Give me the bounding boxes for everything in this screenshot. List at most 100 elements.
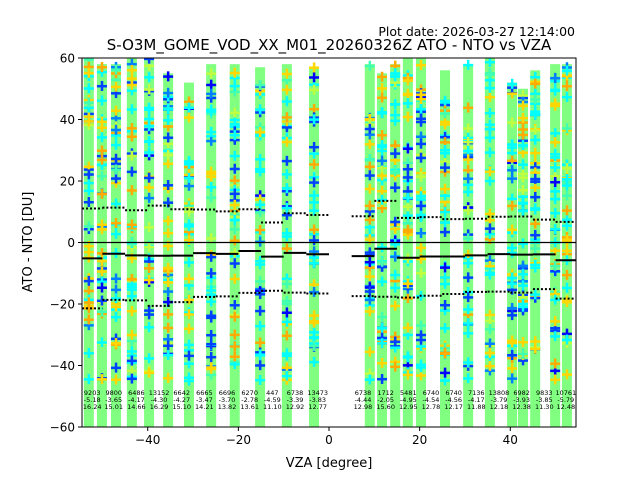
scatter-point bbox=[364, 206, 375, 217]
point-vbar bbox=[553, 98, 557, 109]
point-vbar bbox=[406, 218, 410, 229]
scatter-point bbox=[126, 253, 137, 264]
scatter-point bbox=[484, 261, 495, 272]
point-vbar bbox=[521, 90, 525, 101]
scatter-point bbox=[416, 152, 427, 163]
scatter-point bbox=[126, 58, 137, 69]
point-vbar bbox=[130, 335, 134, 346]
point-vbar bbox=[510, 193, 514, 204]
point-vbar bbox=[209, 233, 213, 244]
point-vbar bbox=[534, 125, 537, 136]
scatter-point bbox=[390, 361, 401, 372]
bin-mean: -3.70 bbox=[219, 396, 236, 404]
point-vbar bbox=[312, 177, 316, 188]
scatter-point bbox=[416, 370, 427, 381]
point-vbar bbox=[393, 115, 397, 126]
bin-std: 11.30 bbox=[535, 403, 554, 411]
point-vbar bbox=[368, 286, 372, 297]
point-vbar bbox=[393, 275, 397, 286]
point-vbar bbox=[187, 96, 191, 107]
point-vbar bbox=[534, 173, 537, 184]
scatter-point bbox=[530, 218, 541, 229]
scatter-point bbox=[440, 217, 451, 228]
point-vbar bbox=[233, 341, 237, 352]
scatter-point bbox=[561, 205, 572, 216]
point-vbar bbox=[553, 316, 557, 327]
scatter-point bbox=[463, 173, 474, 184]
point-vbar bbox=[87, 67, 91, 78]
scatter-point bbox=[402, 88, 413, 99]
point-vbar bbox=[510, 284, 514, 295]
scatter-point bbox=[163, 262, 174, 273]
point-vbar bbox=[393, 269, 397, 280]
point-vbar bbox=[393, 166, 397, 177]
point-vbar bbox=[565, 369, 569, 380]
scatter-point bbox=[183, 102, 194, 113]
scatter-point bbox=[463, 272, 474, 283]
point-vbar bbox=[209, 192, 213, 203]
point-vbar bbox=[368, 306, 372, 317]
scatter-point bbox=[163, 277, 174, 288]
scatter-point bbox=[517, 197, 528, 208]
scatter-point bbox=[281, 169, 292, 180]
point-vbar bbox=[209, 310, 213, 321]
scatter-point bbox=[83, 97, 94, 108]
scatter-point bbox=[416, 334, 427, 345]
scatter-point bbox=[550, 288, 561, 299]
point-vbar bbox=[147, 84, 151, 95]
scatter-point bbox=[229, 175, 240, 186]
scatter-point bbox=[463, 357, 474, 368]
point-vbar bbox=[312, 159, 316, 170]
scatter-point bbox=[484, 132, 495, 143]
scatter-point bbox=[83, 161, 94, 172]
point-vbar bbox=[285, 122, 289, 133]
scatter-point bbox=[530, 134, 541, 145]
point-vbar bbox=[510, 247, 514, 258]
point-vbar bbox=[393, 109, 397, 120]
point-vbar bbox=[100, 170, 104, 181]
scatter-point bbox=[281, 68, 292, 79]
point-vbar bbox=[466, 205, 470, 216]
point-vbar bbox=[393, 300, 397, 311]
point-vbar bbox=[488, 324, 492, 335]
point-vbar bbox=[285, 243, 289, 254]
scatter-point bbox=[126, 85, 137, 96]
scatter-point bbox=[144, 136, 155, 147]
point-vbar bbox=[312, 103, 316, 114]
point-vbar bbox=[565, 205, 569, 216]
bin-mean: -2.78 bbox=[241, 396, 258, 404]
point-vbar bbox=[380, 338, 384, 349]
point-vbar bbox=[380, 170, 384, 181]
point-vbar bbox=[368, 214, 372, 225]
y-tick-label: −40 bbox=[50, 359, 75, 373]
scatter-point bbox=[126, 131, 137, 142]
scatter-point bbox=[530, 289, 541, 300]
point-vbar bbox=[488, 175, 492, 186]
point-vbar bbox=[233, 175, 237, 186]
point-vbar bbox=[312, 332, 316, 343]
scatter-point bbox=[390, 239, 401, 250]
bin-std: 11.88 bbox=[467, 403, 486, 411]
scatter-point bbox=[561, 269, 572, 280]
point-vbar bbox=[285, 75, 289, 86]
point-vbar bbox=[406, 201, 410, 212]
scatter-point bbox=[377, 108, 388, 119]
point-vbar bbox=[166, 240, 170, 251]
scatter-point bbox=[364, 247, 375, 258]
scatter-point bbox=[390, 155, 401, 166]
point-vbar bbox=[393, 239, 397, 250]
scatter-point bbox=[83, 348, 94, 359]
scatter-point bbox=[364, 183, 375, 194]
scatter-point bbox=[309, 62, 320, 73]
scatter-point bbox=[144, 241, 155, 252]
point-vbar bbox=[233, 224, 237, 235]
scatter-point bbox=[416, 227, 427, 238]
scatter-point bbox=[561, 236, 572, 247]
scatter-point bbox=[163, 114, 174, 125]
scatter-point bbox=[206, 296, 217, 307]
point-vbar bbox=[565, 80, 569, 91]
bin-count: 6665 bbox=[196, 389, 213, 397]
point-vbar bbox=[233, 300, 237, 311]
point-vbar bbox=[166, 309, 170, 320]
point-vbar bbox=[87, 177, 91, 188]
